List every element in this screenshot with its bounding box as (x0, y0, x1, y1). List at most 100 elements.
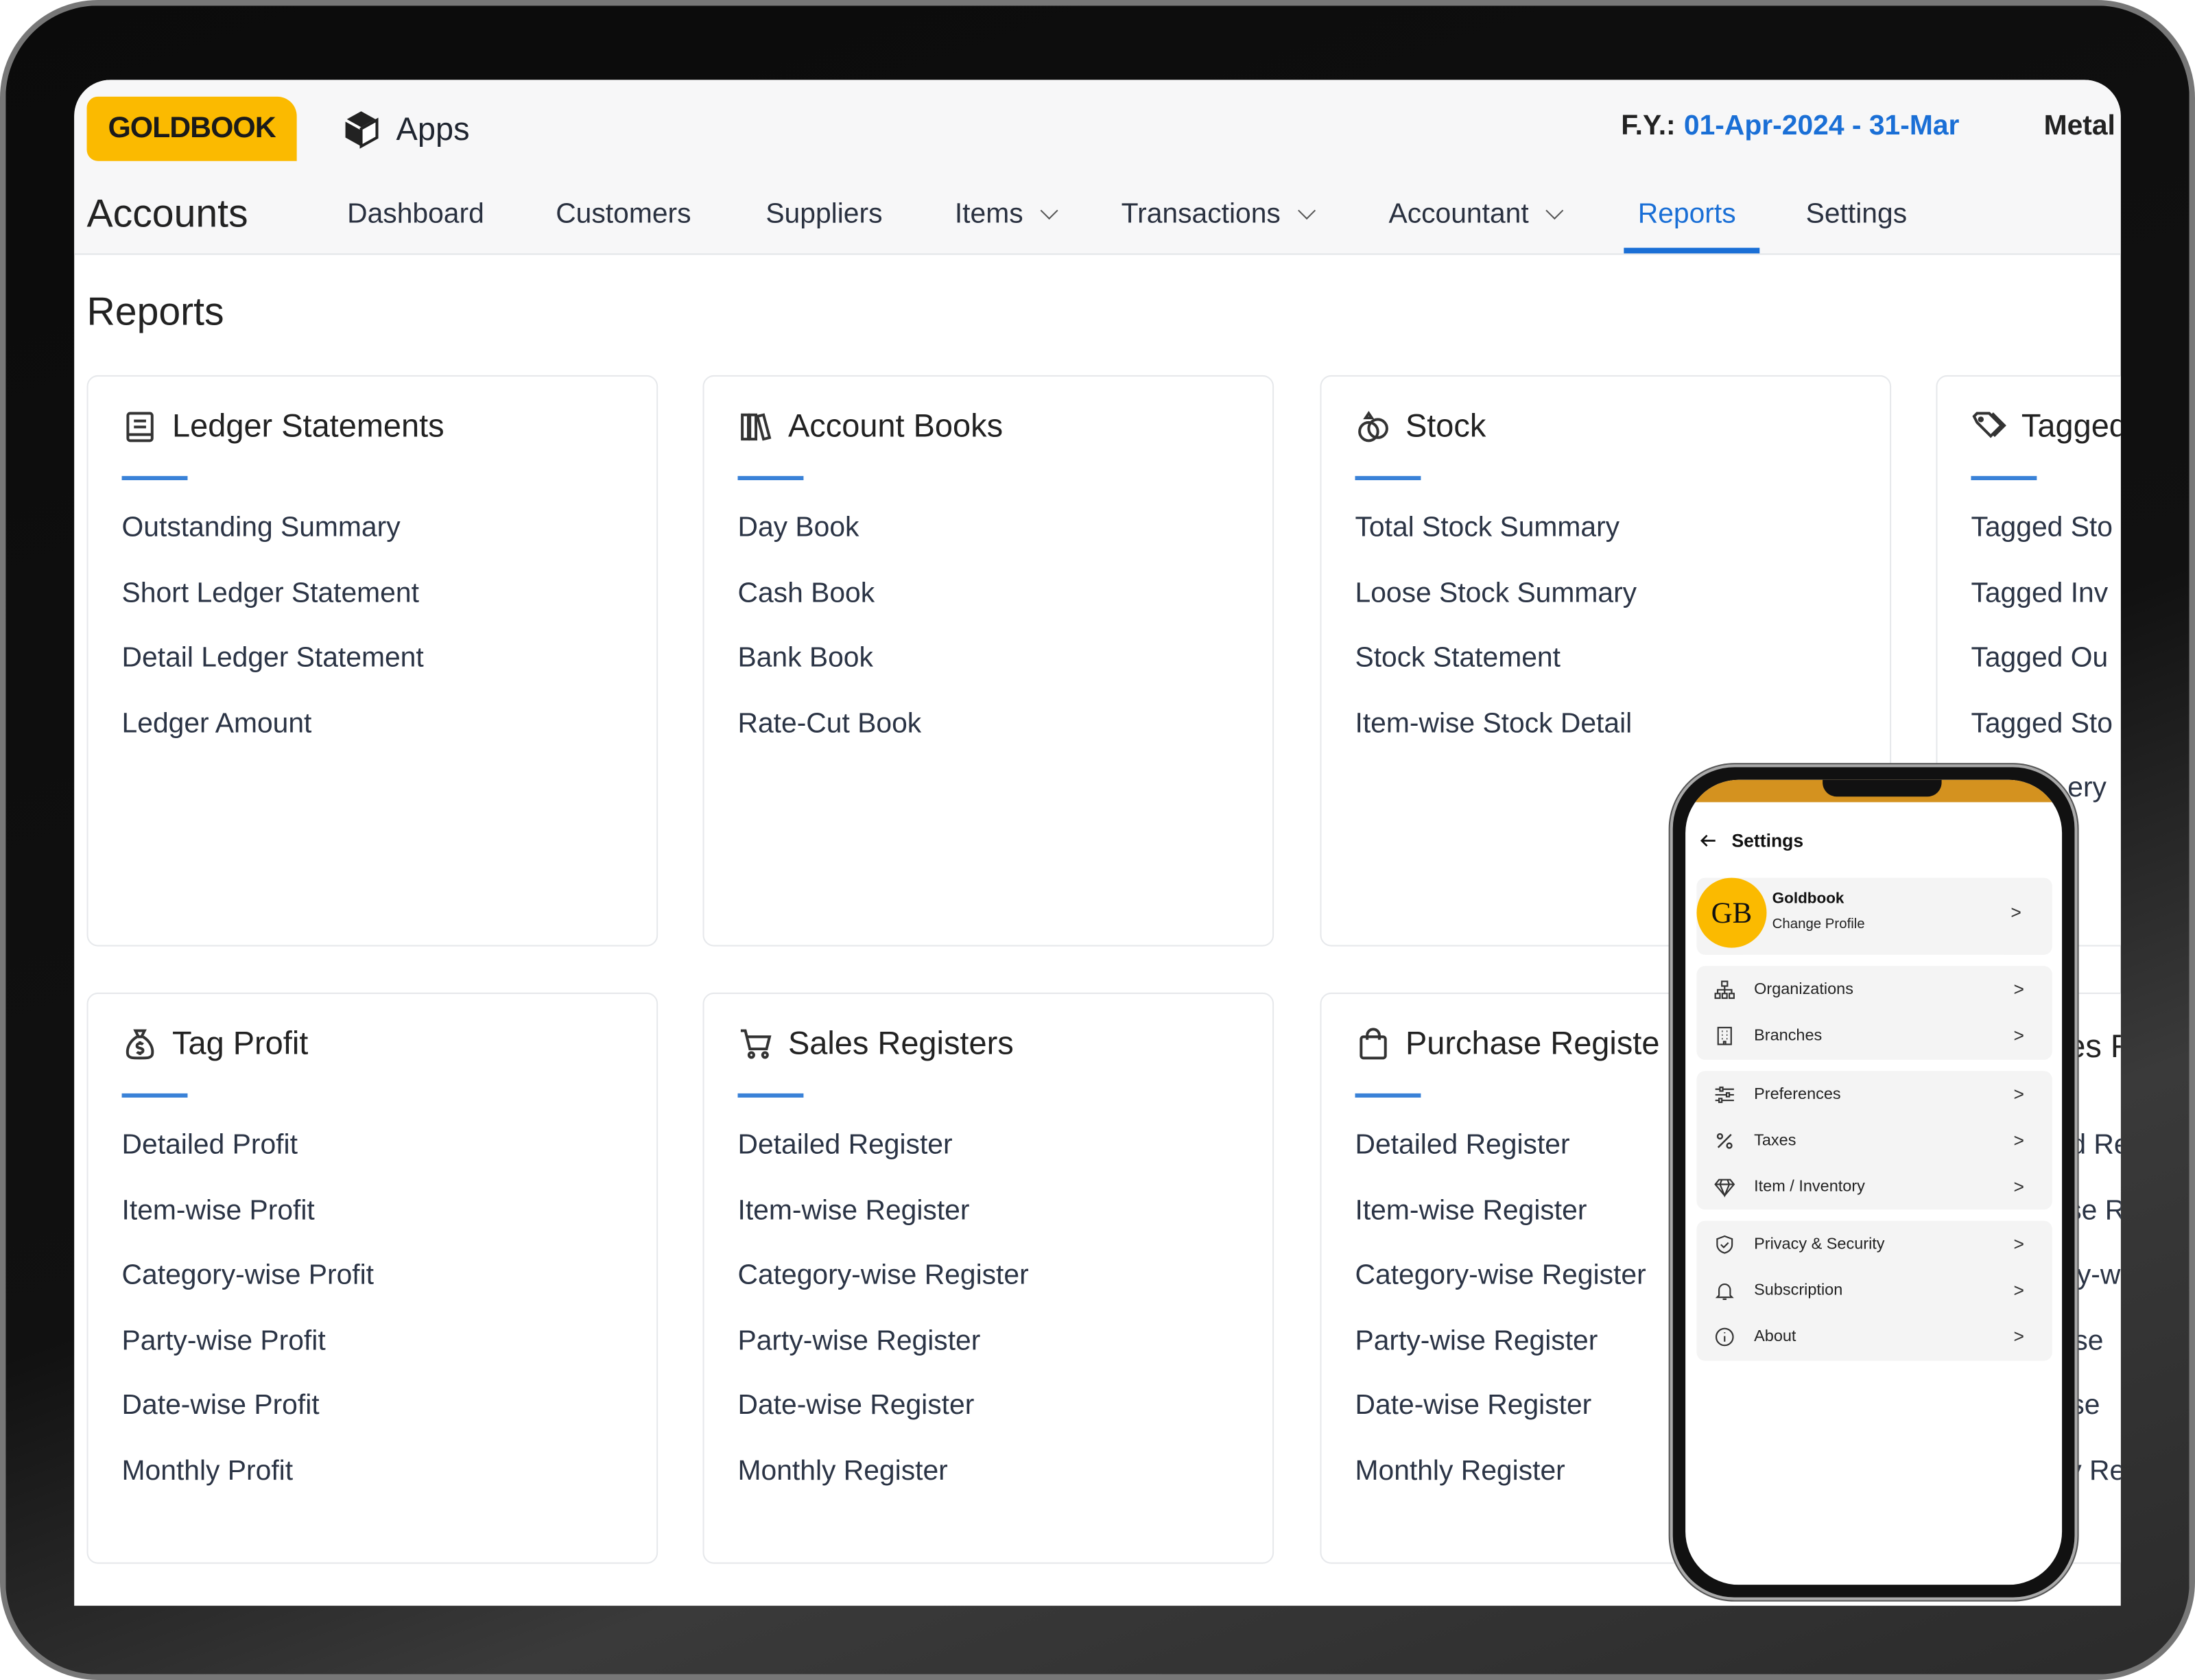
nav-items[interactable]: Items (955, 199, 1061, 231)
settings-item-taxes[interactable]: Taxes > (1696, 1117, 2052, 1163)
report-link[interactable]: Party-wise Register (1355, 1325, 1598, 1357)
report-link[interactable]: Item-wise Register (1355, 1195, 1587, 1227)
report-link[interactable]: Cash Book (737, 578, 875, 609)
report-link[interactable]: Detailed Register (737, 1129, 953, 1161)
report-link[interactable]: Stock Statement (1355, 642, 1561, 674)
report-link[interactable]: Date-wise Register (1355, 1390, 1592, 1421)
phone-mockup: Settings GB Goldbook Change Profile > Or… (1670, 764, 2078, 1600)
nav-reports[interactable]: Reports (1638, 199, 1736, 231)
report-link[interactable]: Item-wise Stock Detail (1355, 708, 1633, 740)
top-header: GOLDBOOK Apps F.Y.: 01-Apr-2024 - 31-Mar … (74, 80, 2121, 255)
report-link[interactable]: Category-wise Profit (121, 1259, 375, 1291)
nav-label: Settings (1805, 198, 1908, 230)
report-link[interactable]: Short Ledger Statement (121, 578, 419, 609)
card-title: Account Books (787, 407, 1004, 444)
item-label: Item / Inventory (1754, 1178, 1865, 1195)
diamond-icon (1714, 1178, 1735, 1197)
cart-icon (740, 1028, 772, 1058)
settings-item-inventory[interactable]: Item / Inventory > (1696, 1163, 2052, 1209)
report-link[interactable]: Detailed Register (1355, 1129, 1570, 1161)
apps-label: Apps (396, 110, 470, 147)
report-link[interactable]: Date-wise Register (737, 1390, 975, 1421)
chevron-right-icon: > (2010, 901, 2021, 923)
settings-item-privacy[interactable]: Privacy & Security > (1696, 1221, 2052, 1267)
item-label: Taxes (1754, 1131, 1796, 1149)
report-link[interactable]: Day Book (737, 512, 859, 543)
report-link[interactable]: Party-wise Register (737, 1325, 981, 1357)
report-link[interactable]: Detail Ledger Statement (121, 642, 424, 674)
settings-item-organizations[interactable]: Organizations > (1696, 966, 2052, 1012)
report-link[interactable]: Tagged Ou (1971, 642, 2109, 674)
tags-icon (1972, 411, 2006, 438)
chevron-right-icon: > (2013, 1176, 2024, 1197)
nav-settings[interactable]: Settings (1806, 199, 1907, 231)
nav-suppliers[interactable]: Suppliers (766, 199, 882, 231)
change-profile-link[interactable]: Change Profile (1772, 916, 1865, 933)
goldbook-logo[interactable]: GOLDBOOK (86, 96, 297, 161)
nav-label: Suppliers (766, 198, 883, 230)
item-label: Subscription (1754, 1281, 1843, 1299)
card-ledger-statements: Ledger Statements Outstanding Summary Sh… (86, 375, 658, 947)
report-link[interactable]: Category-wise Register (737, 1259, 1029, 1291)
back-arrow-icon[interactable] (1700, 831, 1718, 850)
report-link[interactable]: Party-wise Profit (121, 1325, 326, 1357)
cube-icon (344, 111, 379, 149)
apps-button[interactable]: Apps (340, 108, 470, 150)
chevron-right-icon: > (2013, 1129, 2024, 1151)
chevron-down-icon (1040, 202, 1058, 220)
metal-selector[interactable]: Metal (2043, 110, 2115, 142)
report-link[interactable]: Tagged Sto (1971, 708, 2113, 740)
chevron-right-icon: > (2013, 1233, 2024, 1255)
report-link[interactable]: Date-wise Profit (121, 1390, 320, 1421)
settings-title: Settings (1731, 830, 1804, 851)
card-sales-registers: Sales Registers Detailed Register Item-w… (702, 992, 1274, 1564)
nav-dashboard[interactable]: Dashboard (347, 199, 484, 231)
card-title: Stock (1405, 407, 1486, 444)
settings-item-preferences[interactable]: Preferences > (1696, 1071, 2052, 1117)
card-tag-profit: Tag Profit Detailed Profit Item-wise Pro… (86, 992, 658, 1564)
nav-label: Dashboard (347, 198, 484, 230)
report-link[interactable]: Category-wise Register (1355, 1259, 1646, 1291)
settings-group-about: Privacy & Security > Subscription > About > (1696, 1220, 2052, 1361)
card-title: Purchase Registe (1405, 1024, 1660, 1061)
settings-item-branches[interactable]: Branches > (1696, 1012, 2052, 1058)
report-link[interactable]: Tagged Sto (1971, 512, 2113, 543)
page-title: Reports (86, 289, 224, 333)
card-title: Tagged (2021, 407, 2121, 444)
report-link[interactable]: Monthly Register (737, 1456, 948, 1487)
report-link[interactable]: Tagged Inv (1971, 578, 2109, 609)
report-link[interactable]: Monthly Register (1355, 1456, 1565, 1487)
profile-card[interactable]: GB Goldbook Change Profile > (1696, 877, 2052, 955)
report-link[interactable]: Ledger Amount (121, 708, 312, 740)
report-link[interactable]: Outstanding Summary (121, 512, 401, 543)
chevron-right-icon: > (2013, 1325, 2024, 1347)
chevron-down-icon (1297, 202, 1316, 220)
fy-label: F.Y.: (1621, 110, 1676, 142)
nav-transactions[interactable]: Transactions (1122, 199, 1318, 231)
report-link[interactable]: Detailed Profit (121, 1129, 298, 1161)
report-link[interactable]: Item-wise Register (737, 1195, 970, 1227)
settings-item-about[interactable]: About > (1696, 1313, 2052, 1359)
settings-item-subscription[interactable]: Subscription > (1696, 1267, 2052, 1313)
report-link[interactable]: Rate-Cut Book (737, 708, 922, 740)
report-link[interactable]: d Re (2070, 1129, 2120, 1161)
title-underline (737, 475, 804, 480)
nav-accountant[interactable]: Accountant (1388, 199, 1566, 231)
financial-year[interactable]: F.Y.: 01-Apr-2024 - 31-Mar (1621, 110, 1959, 143)
report-link[interactable]: ery (2067, 772, 2107, 804)
nav-label: Transactions (1121, 198, 1281, 230)
fy-value[interactable]: 01-Apr-2024 - 31-Mar (1683, 110, 1960, 142)
nav-customers[interactable]: Customers (556, 199, 691, 231)
title-underline (1971, 475, 2037, 480)
sliders-icon (1715, 1085, 1734, 1102)
report-link[interactable]: Bank Book (737, 642, 873, 674)
nav-label: Items (954, 198, 1023, 230)
report-link[interactable]: Item-wise Profit (121, 1195, 315, 1227)
percent-icon (1716, 1132, 1733, 1148)
report-link[interactable]: Loose Stock Summary (1355, 578, 1637, 609)
report-link[interactable]: Total Stock Summary (1355, 512, 1620, 543)
chevron-down-icon (1545, 202, 1564, 220)
report-link[interactable]: Monthly Profit (121, 1456, 294, 1487)
nav-label: Customers (556, 198, 691, 230)
